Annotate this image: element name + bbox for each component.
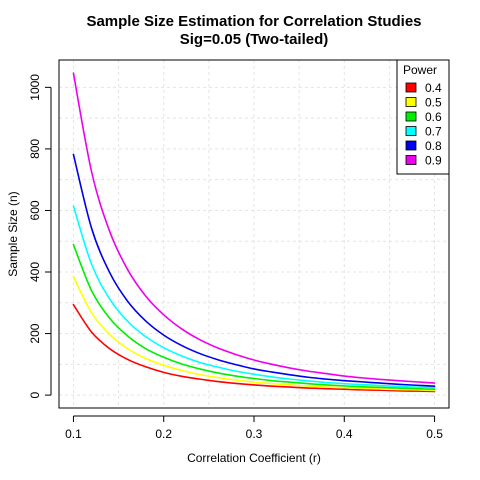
series-line — [72, 303, 436, 393]
chart-title: Sample Size Estimation for Correlation S… — [86, 13, 421, 30]
series-line — [72, 72, 436, 384]
legend-label: 0.8 — [425, 139, 442, 153]
series-line — [72, 205, 436, 389]
chart-subtitle: Sig=0.05 (Two-tailed) — [180, 31, 329, 48]
series-line — [72, 275, 436, 392]
x-tick-label: 0.4 — [336, 427, 353, 441]
y-tick-label: 600 — [28, 200, 42, 220]
x-axis: 0.1 0.2 0.3 0.4 0.5 — [65, 415, 443, 441]
legend-label: 0.7 — [425, 125, 442, 139]
legend-swatch — [405, 140, 417, 151]
y-tick-label: 400 — [28, 262, 42, 282]
legend: Power 0.40.50.60.70.80.9 — [396, 59, 450, 175]
legend-label: 0.9 — [425, 154, 442, 168]
series-lines — [72, 72, 436, 393]
y-axis: 0 200 400 600 800 1000 — [28, 74, 52, 398]
legend-label: 0.4 — [425, 81, 442, 95]
legend-swatch — [405, 97, 417, 107]
x-tick-label: 0.5 — [426, 427, 443, 441]
legend-swatch — [405, 111, 417, 122]
y-tick-label: 1000 — [28, 74, 42, 101]
x-tick-label: 0.1 — [65, 427, 82, 441]
x-axis-label: Correlation Coefficient (r) — [187, 451, 321, 465]
y-tick-label: 200 — [28, 323, 42, 343]
grid — [59, 60, 449, 408]
x-tick-label: 0.3 — [246, 427, 263, 441]
legend-label: 0.5 — [425, 96, 442, 110]
legend-swatch — [405, 126, 417, 136]
y-tick-label: 800 — [28, 139, 42, 159]
y-tick-label: 0 — [28, 391, 42, 398]
legend-swatch — [405, 82, 417, 93]
legend-label: 0.6 — [425, 110, 442, 124]
plot-frame — [58, 59, 450, 409]
y-axis-label: Sample Size (n) — [6, 191, 20, 276]
series-line — [72, 243, 436, 391]
legend-title: Power — [403, 63, 437, 77]
series-line — [72, 153, 436, 387]
x-tick-label: 0.2 — [155, 427, 172, 441]
legend-swatch — [405, 155, 417, 165]
